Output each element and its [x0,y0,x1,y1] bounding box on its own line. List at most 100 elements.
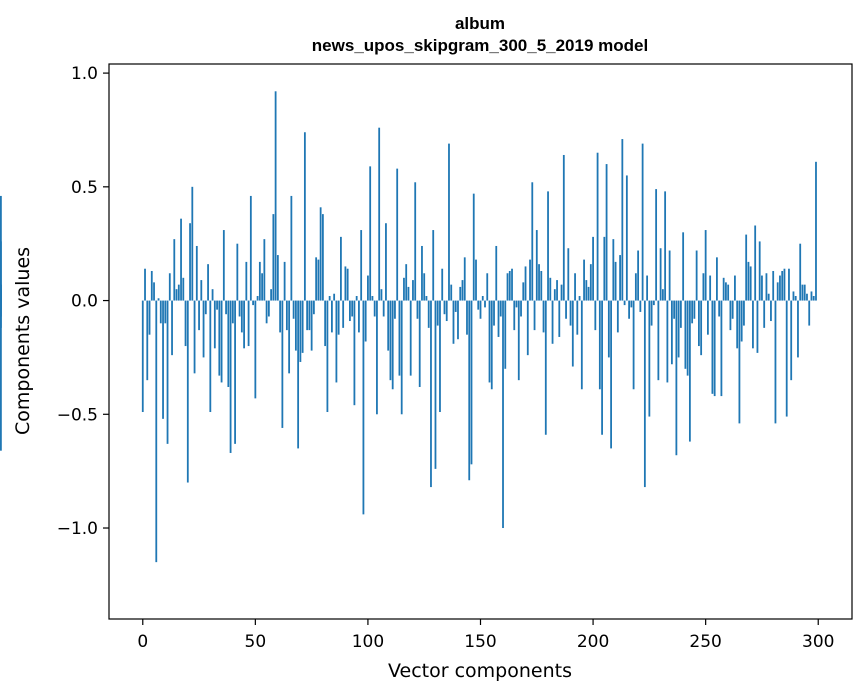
bar-186 [560,284,563,301]
bar-93 [351,300,354,317]
bar-101 [369,166,372,301]
bar-122 [416,300,419,319]
bar-33 [216,300,218,310]
bar-299 [815,161,817,301]
bar-64 [285,300,288,331]
bar-55 [265,300,268,324]
bar-52 [258,261,261,301]
bar-280 [772,270,775,301]
bar-103 [373,300,376,317]
bar-57 [270,289,273,301]
bar-248 [700,300,703,356]
y-axis-label: Components values [12,247,34,435]
bar-241 [684,300,687,369]
bar-173 [531,182,534,301]
bar-157 [495,245,498,301]
bar-undefined [0,241,2,301]
bar-undefined [0,300,2,451]
bar-199 [589,264,592,301]
bar-295 [806,293,808,301]
bar-249 [702,273,705,301]
bar-209 [612,239,615,301]
bar-181 [549,277,552,301]
bar-145 [468,300,471,481]
bar-253 [711,300,714,394]
bar-246 [695,250,698,301]
bar-41 [234,300,236,444]
bar-150 [479,300,482,319]
y-axis-ticks: −1.0 −0.5 0.0 0.5 1.0 [57,64,109,539]
bar-58 [272,214,275,301]
bar-284 [781,270,784,301]
plot-frame [108,63,853,620]
bar-286 [785,300,788,417]
bar-258 [722,277,725,301]
bar-168 [520,300,522,317]
chart-title-line-2: news_upos_skipgram_300_5_2019 model [312,36,648,55]
bar-1 [144,268,146,301]
bar-175 [535,230,538,301]
bar-180 [547,191,549,301]
bar-288 [790,300,793,381]
bar-239 [679,300,682,328]
bar-293 [801,284,804,301]
bar-243 [688,300,691,442]
bar-200 [592,236,594,301]
bar-296 [808,300,811,326]
bars-group [0,91,817,563]
bar-279 [770,300,772,322]
bar-48 [249,195,252,301]
bar-191 [571,300,574,367]
bar-160 [502,300,504,529]
bar-25 [198,300,200,331]
bar-251 [707,300,709,335]
bar-210 [614,261,617,301]
bar-278 [767,293,770,301]
bar-216 [628,300,630,319]
bar-2 [146,300,149,381]
bar-139 [454,300,457,312]
bar-89 [342,300,345,328]
bar-240 [682,232,685,301]
bar-162 [506,273,509,301]
bar-7 [157,298,160,301]
bar-294 [803,284,806,301]
bar-178 [542,300,545,333]
bar-92 [349,300,351,322]
bar-245 [693,300,696,319]
bar-277 [765,273,768,301]
bar-201 [594,300,597,331]
bar-104 [376,300,378,415]
bar-99 [364,300,367,342]
bar-212 [619,255,621,301]
bar-247 [698,300,700,347]
bar-287 [788,268,790,301]
x-tick-label: 50 [245,632,267,652]
bar-184 [556,280,558,301]
bar-123 [418,300,421,387]
bar-79 [319,207,322,301]
bar-5 [153,282,155,301]
bar-143 [463,257,466,301]
bar-195 [580,300,583,390]
bar-114 [398,300,401,376]
bar-202 [596,152,599,301]
bar-87 [337,300,340,335]
bar-137 [450,284,453,301]
bar-238 [677,300,680,358]
y-tick-label: −0.5 [57,405,98,425]
bar-74 [308,300,311,331]
bar-43 [238,300,241,317]
bar-281 [774,300,777,424]
bar-85 [333,293,336,301]
bar-105 [378,127,381,301]
bar-17 [180,218,182,301]
bar-130 [434,300,437,469]
bar-54 [263,239,266,301]
bar-75 [310,300,313,351]
bar-213 [621,139,624,301]
bar-260 [727,284,730,301]
bar-62 [281,300,284,428]
bar-61 [279,300,282,333]
bar-237 [675,300,678,456]
